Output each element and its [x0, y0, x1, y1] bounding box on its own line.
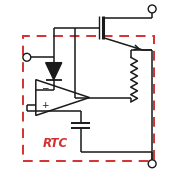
- Text: RTC: RTC: [43, 137, 68, 150]
- Text: +: +: [41, 101, 49, 110]
- Bar: [23, 36, 154, 161]
- Circle shape: [23, 53, 31, 61]
- Circle shape: [148, 5, 156, 13]
- Circle shape: [148, 160, 156, 168]
- Text: −: −: [41, 83, 49, 92]
- Polygon shape: [46, 63, 62, 80]
